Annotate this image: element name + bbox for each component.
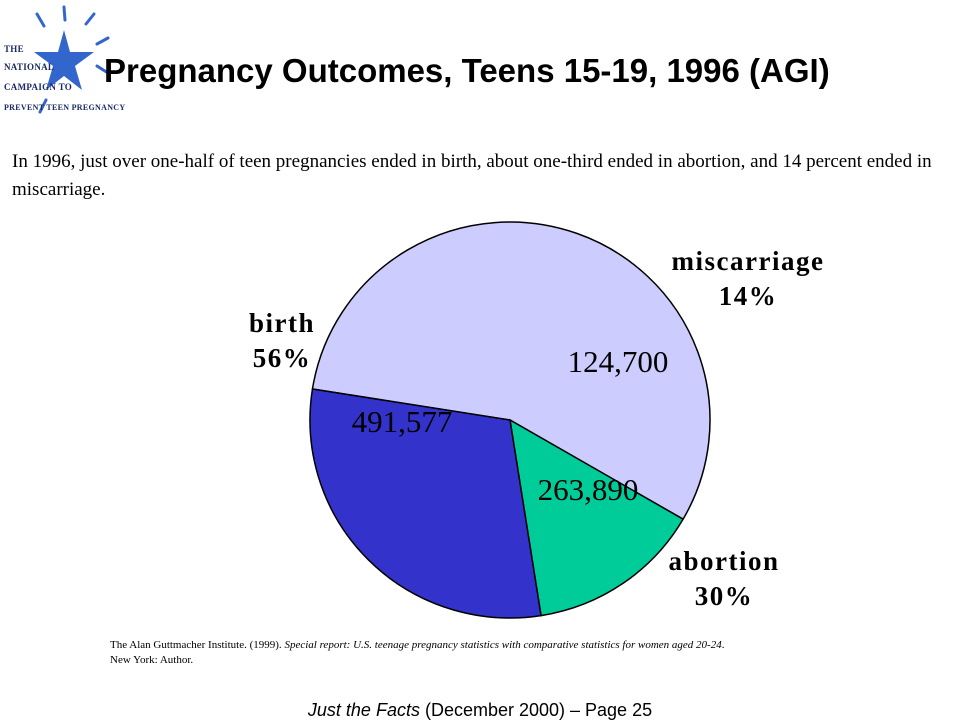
slice-label-miscarriage: miscarriage [672,246,825,276]
slice-value-abortion: 263,890 [538,472,639,507]
citation-publisher: New York: Author. [110,654,194,666]
citation-authors: The Alan Guttmacher Institute. (1999). [110,639,282,651]
logo-text-campaign: CAMPAIGN TO [4,82,73,92]
intro-paragraph: In 1996, just over one-half of teen preg… [12,151,932,200]
logo-text-prevent: PREVENT TEEN PREGNANCY [4,103,126,112]
citation: The Alan Guttmacher Institute. (1999). S… [110,638,950,668]
page-title: Pregnancy Outcomes, Teens 15-19, 1996 (A… [104,52,830,89]
pie-slice-miscarriage [509,418,685,617]
slice-value-miscarriage: 124,700 [568,344,669,379]
slice-value-birth: 491,577 [352,404,453,439]
citation-end: . [721,639,725,651]
slice-percent-miscarriage: 14% [719,281,778,311]
logo-text-the: THE [4,44,24,54]
citation-title: Special report: U.S. teenage pregnancy s… [284,639,722,651]
footer-date-page: (December 2000) – Page 25 [419,700,653,720]
slice-label-birth: birth [249,308,315,338]
slice-label-abortion: abortion [668,546,779,576]
pie-slice-birth [311,221,711,521]
slice-percent-birth: 56% [253,343,312,373]
star-icon [34,5,110,114]
slice-percent-abortion: 30% [695,581,754,611]
campaign-logo: THE NATIONAL CAMPAIGN TO PREVENT TEEN PR… [0,0,130,125]
pie-slice-abortion [309,388,542,619]
footer-publication: Just the Facts [307,700,420,720]
page-footer: Just the Facts (December 2000) – Page 25 [0,700,960,721]
logo-text-national: NATIONAL [4,62,55,72]
